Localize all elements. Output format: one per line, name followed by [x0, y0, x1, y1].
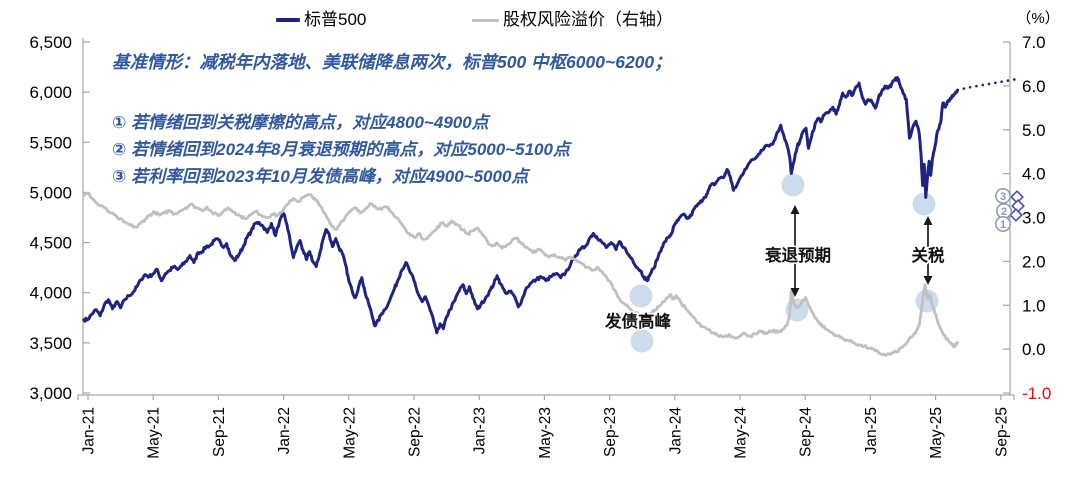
right-axis-label: 2.0: [1022, 252, 1046, 271]
callout-halo-circle: [781, 173, 805, 197]
callout-label: 发债高峰: [604, 311, 672, 331]
legend-label-erp: 股权风险溢价（右轴）: [503, 10, 673, 29]
callout-arrowhead-down: [790, 288, 800, 297]
left-axis-label: 4,500: [29, 234, 72, 253]
x-axis-tick-label: Sep-22: [407, 407, 424, 457]
legend: 标普500 股权风险溢价（右轴）: [0, 8, 1080, 34]
x-axis-tick-label: Jan-24: [667, 407, 684, 455]
right-axis-label: 3.0: [1022, 209, 1046, 228]
erp-line: [82, 192, 959, 357]
left-axis-label: 3,000: [29, 384, 72, 403]
callout-halo-circle: [630, 329, 654, 353]
legend-item-erp: 股权风险溢价（右轴）: [472, 8, 673, 32]
legend-item-sp500: 标普500: [276, 8, 366, 32]
scenario-number-label: 1: [1000, 219, 1006, 231]
scenario-number-circle: [995, 216, 1011, 232]
x-axis-tick-label: Sep-24: [798, 407, 815, 457]
erp-line-swatch: [472, 18, 499, 22]
right-axis-label: 7.0: [1022, 33, 1046, 52]
x-axis-tick-label: May-25: [928, 407, 945, 459]
x-axis-tick-label: May-21: [146, 407, 163, 459]
left-axis-label: 6,500: [29, 33, 72, 52]
callout-label: 关税: [912, 245, 946, 265]
left-axis-label: 3,500: [29, 334, 72, 353]
x-axis-tick-label: Sep-25: [993, 407, 1010, 457]
scenario-number-label: 3: [1000, 191, 1006, 203]
percent-unit-label: （%）: [1016, 10, 1059, 27]
scenario-diamond-marker: [1009, 208, 1023, 222]
right-axis-label: 5.0: [1022, 121, 1046, 140]
callout-label: 衰退预期: [765, 245, 831, 265]
left-axis-label: 6,000: [29, 83, 72, 102]
callout-halo-circle: [629, 284, 653, 308]
right-axis-label: 6.0: [1022, 77, 1046, 96]
right-axis-label: 1.0: [1022, 296, 1046, 315]
sp500-line: [82, 76, 960, 335]
x-axis-tick-label: May-23: [537, 407, 554, 459]
right-axis-label: 4.0: [1022, 165, 1046, 184]
x-axis-tick-label: Sep-21: [211, 407, 228, 457]
x-axis-tick-label: Jan-21: [81, 407, 98, 454]
sp500-forecast-dotted-line: [956, 77, 1020, 92]
x-axis-tick-label: May-22: [341, 407, 358, 459]
legend-label-sp500: 标普500: [304, 10, 367, 29]
x-axis-tick-label: Jan-25: [863, 407, 880, 454]
scenario-number-label: 2: [1001, 206, 1007, 218]
callout-arrowhead-up: [923, 216, 933, 225]
right-axis-label: -1.0: [1022, 384, 1051, 403]
x-axis-tick-label: Sep-23: [602, 407, 619, 457]
callout-halo-circle: [912, 192, 936, 216]
x-axis-tick-label: May-24: [733, 407, 750, 459]
left-axis-label: 5,000: [29, 183, 72, 202]
sp500-line-swatch: [276, 18, 300, 22]
left-axis-label: 4,000: [29, 284, 72, 303]
x-axis-tick-label: Jan-23: [472, 407, 489, 454]
right-axis-label: 0.0: [1022, 340, 1046, 359]
callout-arrowhead-down: [923, 276, 933, 285]
callout-arrowhead-up: [790, 205, 800, 214]
left-axis-label: 5,500: [29, 133, 72, 152]
x-axis-tick-label: Jan-22: [276, 407, 293, 454]
